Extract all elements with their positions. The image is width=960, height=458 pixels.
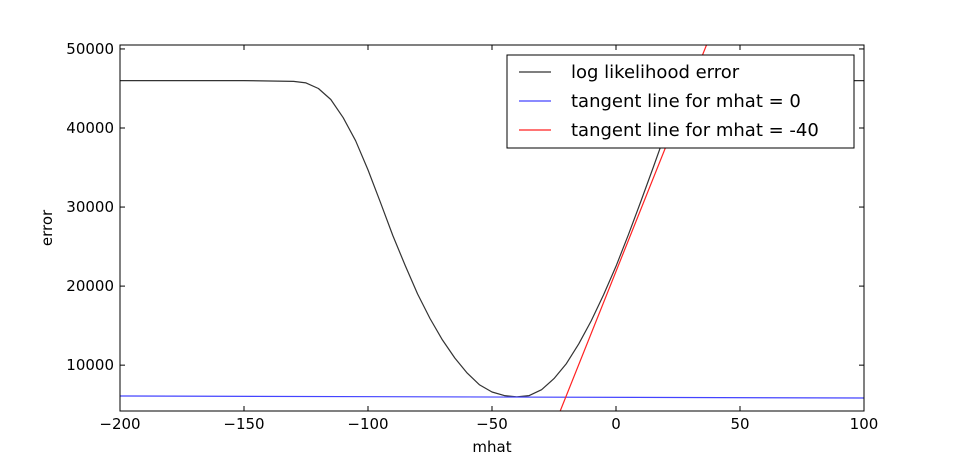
- legend-label-log-likelihood: log likelihood error: [571, 62, 740, 83]
- legend-box: [506, 54, 855, 149]
- y-tick-label: 10000: [66, 356, 114, 374]
- x-tick-label: −50: [476, 415, 508, 433]
- x-tick-label: −200: [99, 415, 140, 433]
- y-tick-label: 40000: [66, 119, 114, 137]
- x-tick-label: 0: [611, 415, 621, 433]
- y-tick-label: 50000: [66, 40, 114, 58]
- x-tick-label: −150: [223, 415, 264, 433]
- x-tick-label: 50: [730, 415, 749, 433]
- y-tick-label: 30000: [66, 198, 114, 216]
- y-tick-label: 20000: [66, 277, 114, 295]
- x-tick-label: −100: [347, 415, 388, 433]
- y-axis-label: error: [38, 209, 56, 246]
- x-tick-label: 100: [850, 415, 879, 433]
- ticks-layer: −200 −150 −100 −50 0 50 100 10000 20000 30000 4000…: [66, 40, 878, 433]
- series-line-1: [120, 395, 864, 399]
- legend: log likelihood error tangent line for mh…: [506, 54, 855, 149]
- legend-label-tangent-40: tangent line for mhat = -40: [571, 120, 819, 141]
- legend-label-tangent-0: tangent line for mhat = 0: [571, 91, 801, 112]
- x-axis-label: mhat: [472, 438, 511, 456]
